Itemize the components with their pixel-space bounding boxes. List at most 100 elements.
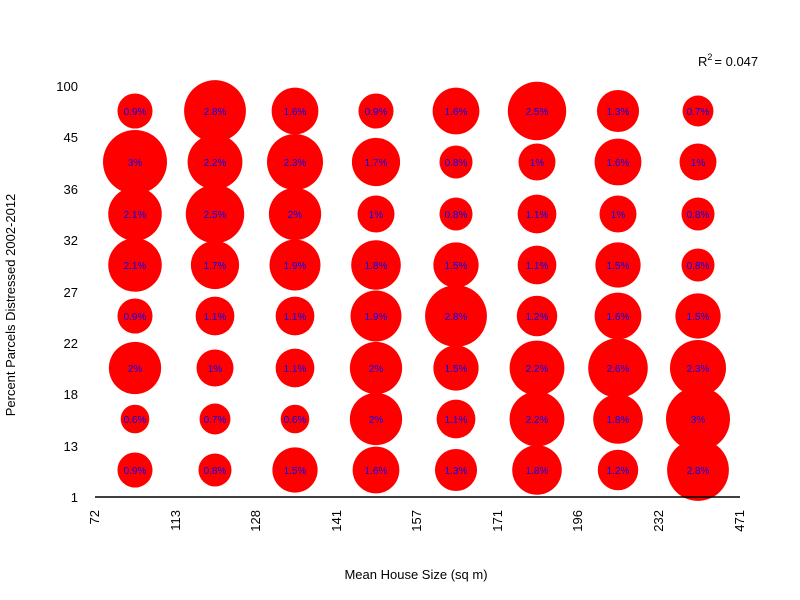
bubble bbox=[675, 293, 721, 339]
bubble-label: 2.8% bbox=[204, 107, 227, 118]
bubble bbox=[108, 187, 162, 241]
x-tick-label: 196 bbox=[570, 510, 585, 532]
bubble-label: 0.9% bbox=[124, 312, 147, 323]
x-tick-label: 157 bbox=[409, 510, 424, 532]
bubble-label: 1.5% bbox=[284, 466, 307, 477]
bubble bbox=[117, 93, 153, 129]
bubble-label: 0.7% bbox=[687, 107, 710, 118]
bubble-label: 2% bbox=[369, 364, 384, 375]
bubble bbox=[108, 341, 162, 395]
x-tick-labels: 72 113 128 141 157 171 196 232 471 bbox=[87, 510, 747, 532]
bubble-label: 0.8% bbox=[445, 158, 468, 169]
bubble bbox=[351, 137, 401, 187]
bubble bbox=[351, 240, 401, 290]
bubble bbox=[268, 187, 322, 241]
bubble bbox=[357, 195, 395, 233]
bubble bbox=[190, 240, 240, 290]
x-tick-label: 128 bbox=[248, 510, 263, 532]
bubble-label: 0.9% bbox=[124, 107, 147, 118]
y-tick-label: 13 bbox=[64, 439, 78, 454]
bubble bbox=[275, 296, 315, 336]
bubble bbox=[349, 392, 403, 446]
bubble-label: 2.8% bbox=[445, 312, 468, 323]
bubble-label: 0.7% bbox=[204, 415, 227, 426]
bubble bbox=[266, 133, 324, 191]
x-tick-label: 113 bbox=[168, 510, 183, 531]
bubble bbox=[681, 248, 715, 282]
bubble-label: 0.8% bbox=[687, 261, 710, 272]
bubble bbox=[184, 80, 246, 142]
bubble-label: 2.3% bbox=[284, 158, 307, 169]
bubble bbox=[436, 399, 476, 439]
bubble-label: 2.2% bbox=[526, 364, 549, 375]
bubble-label: 3% bbox=[691, 415, 706, 426]
bubble-label: 1.6% bbox=[284, 107, 307, 118]
y-tick-label: 1 bbox=[71, 490, 78, 505]
y-tick-label: 36 bbox=[64, 182, 78, 197]
bubble-label: 0.8% bbox=[687, 210, 710, 221]
x-tick-label: 72 bbox=[87, 510, 102, 524]
bubble-label: 1.8% bbox=[526, 466, 549, 477]
bubble-label: 1% bbox=[208, 364, 223, 375]
x-axis-label: Mean House Size (sq m) bbox=[344, 567, 487, 582]
x-tick-label: 471 bbox=[732, 510, 747, 532]
bubble bbox=[433, 242, 479, 288]
bubble bbox=[108, 238, 162, 292]
bubble-label: 0.9% bbox=[365, 107, 388, 118]
bubble bbox=[272, 447, 318, 493]
bubble bbox=[439, 145, 473, 179]
bubble-label: 1.6% bbox=[607, 312, 630, 323]
x-tick-label: 232 bbox=[651, 510, 666, 532]
bubble bbox=[269, 239, 321, 291]
y-axis-label: Percent Parcels Distressed 2002-2012 bbox=[3, 194, 18, 417]
y-tick-label: 22 bbox=[64, 336, 78, 351]
bubble-label-layer: 0.9% 0.6% 2% 0.9% 2.1% 2.1% 3% 0.9% 0.8% 0.7% 1% 1.… bbox=[124, 107, 710, 477]
bubble-label: 1.1% bbox=[284, 312, 307, 323]
bubble-label: 2% bbox=[128, 364, 143, 375]
x-tick-label: 171 bbox=[490, 510, 505, 532]
bubble-label: 1% bbox=[691, 158, 706, 169]
bubble bbox=[103, 130, 167, 194]
bubble bbox=[509, 340, 565, 396]
bubble bbox=[597, 449, 639, 491]
bubble-label: 1.9% bbox=[284, 261, 307, 272]
bubble-label: 1.5% bbox=[445, 261, 468, 272]
bubble-label: 2.1% bbox=[124, 210, 147, 221]
bubble bbox=[681, 197, 715, 231]
bubble bbox=[439, 197, 473, 231]
bubble bbox=[594, 292, 642, 340]
bubble bbox=[117, 452, 153, 488]
y-tick-label: 18 bbox=[64, 387, 78, 402]
bubble bbox=[517, 245, 557, 285]
bubble bbox=[594, 138, 642, 186]
bubble-label: 2.8% bbox=[687, 466, 710, 477]
bubble-label: 2.2% bbox=[204, 158, 227, 169]
bubble-label: 1.5% bbox=[445, 364, 468, 375]
bubble-label: 1.1% bbox=[445, 415, 468, 426]
bubble bbox=[275, 348, 315, 388]
bubble-label: 1.1% bbox=[526, 261, 549, 272]
bubble bbox=[196, 349, 234, 387]
bubble bbox=[350, 290, 402, 342]
bubble bbox=[185, 184, 245, 244]
bubble-label: 0.9% bbox=[124, 466, 147, 477]
bubble-label: 2% bbox=[288, 210, 303, 221]
r-squared-annotation: R2 = 0.047 bbox=[698, 52, 758, 69]
bubble bbox=[517, 194, 557, 234]
bubble bbox=[507, 81, 567, 141]
bubble bbox=[433, 345, 479, 391]
bubble bbox=[434, 448, 478, 492]
y-tick-labels: 1 13 18 22 27 32 36 45 100 bbox=[56, 79, 78, 505]
bubble-label: 1.2% bbox=[607, 466, 630, 477]
bubble bbox=[432, 87, 480, 135]
bubble-label: 1.6% bbox=[365, 466, 388, 477]
bubble bbox=[512, 445, 562, 495]
bubble-label: 0.6% bbox=[124, 415, 147, 426]
bubble bbox=[682, 95, 714, 127]
bubble-label: 2.5% bbox=[204, 210, 227, 221]
bubble bbox=[117, 298, 153, 334]
bubble-label: 0.6% bbox=[284, 415, 307, 426]
bubble bbox=[669, 339, 727, 397]
bubble-label: 1.3% bbox=[445, 466, 468, 477]
